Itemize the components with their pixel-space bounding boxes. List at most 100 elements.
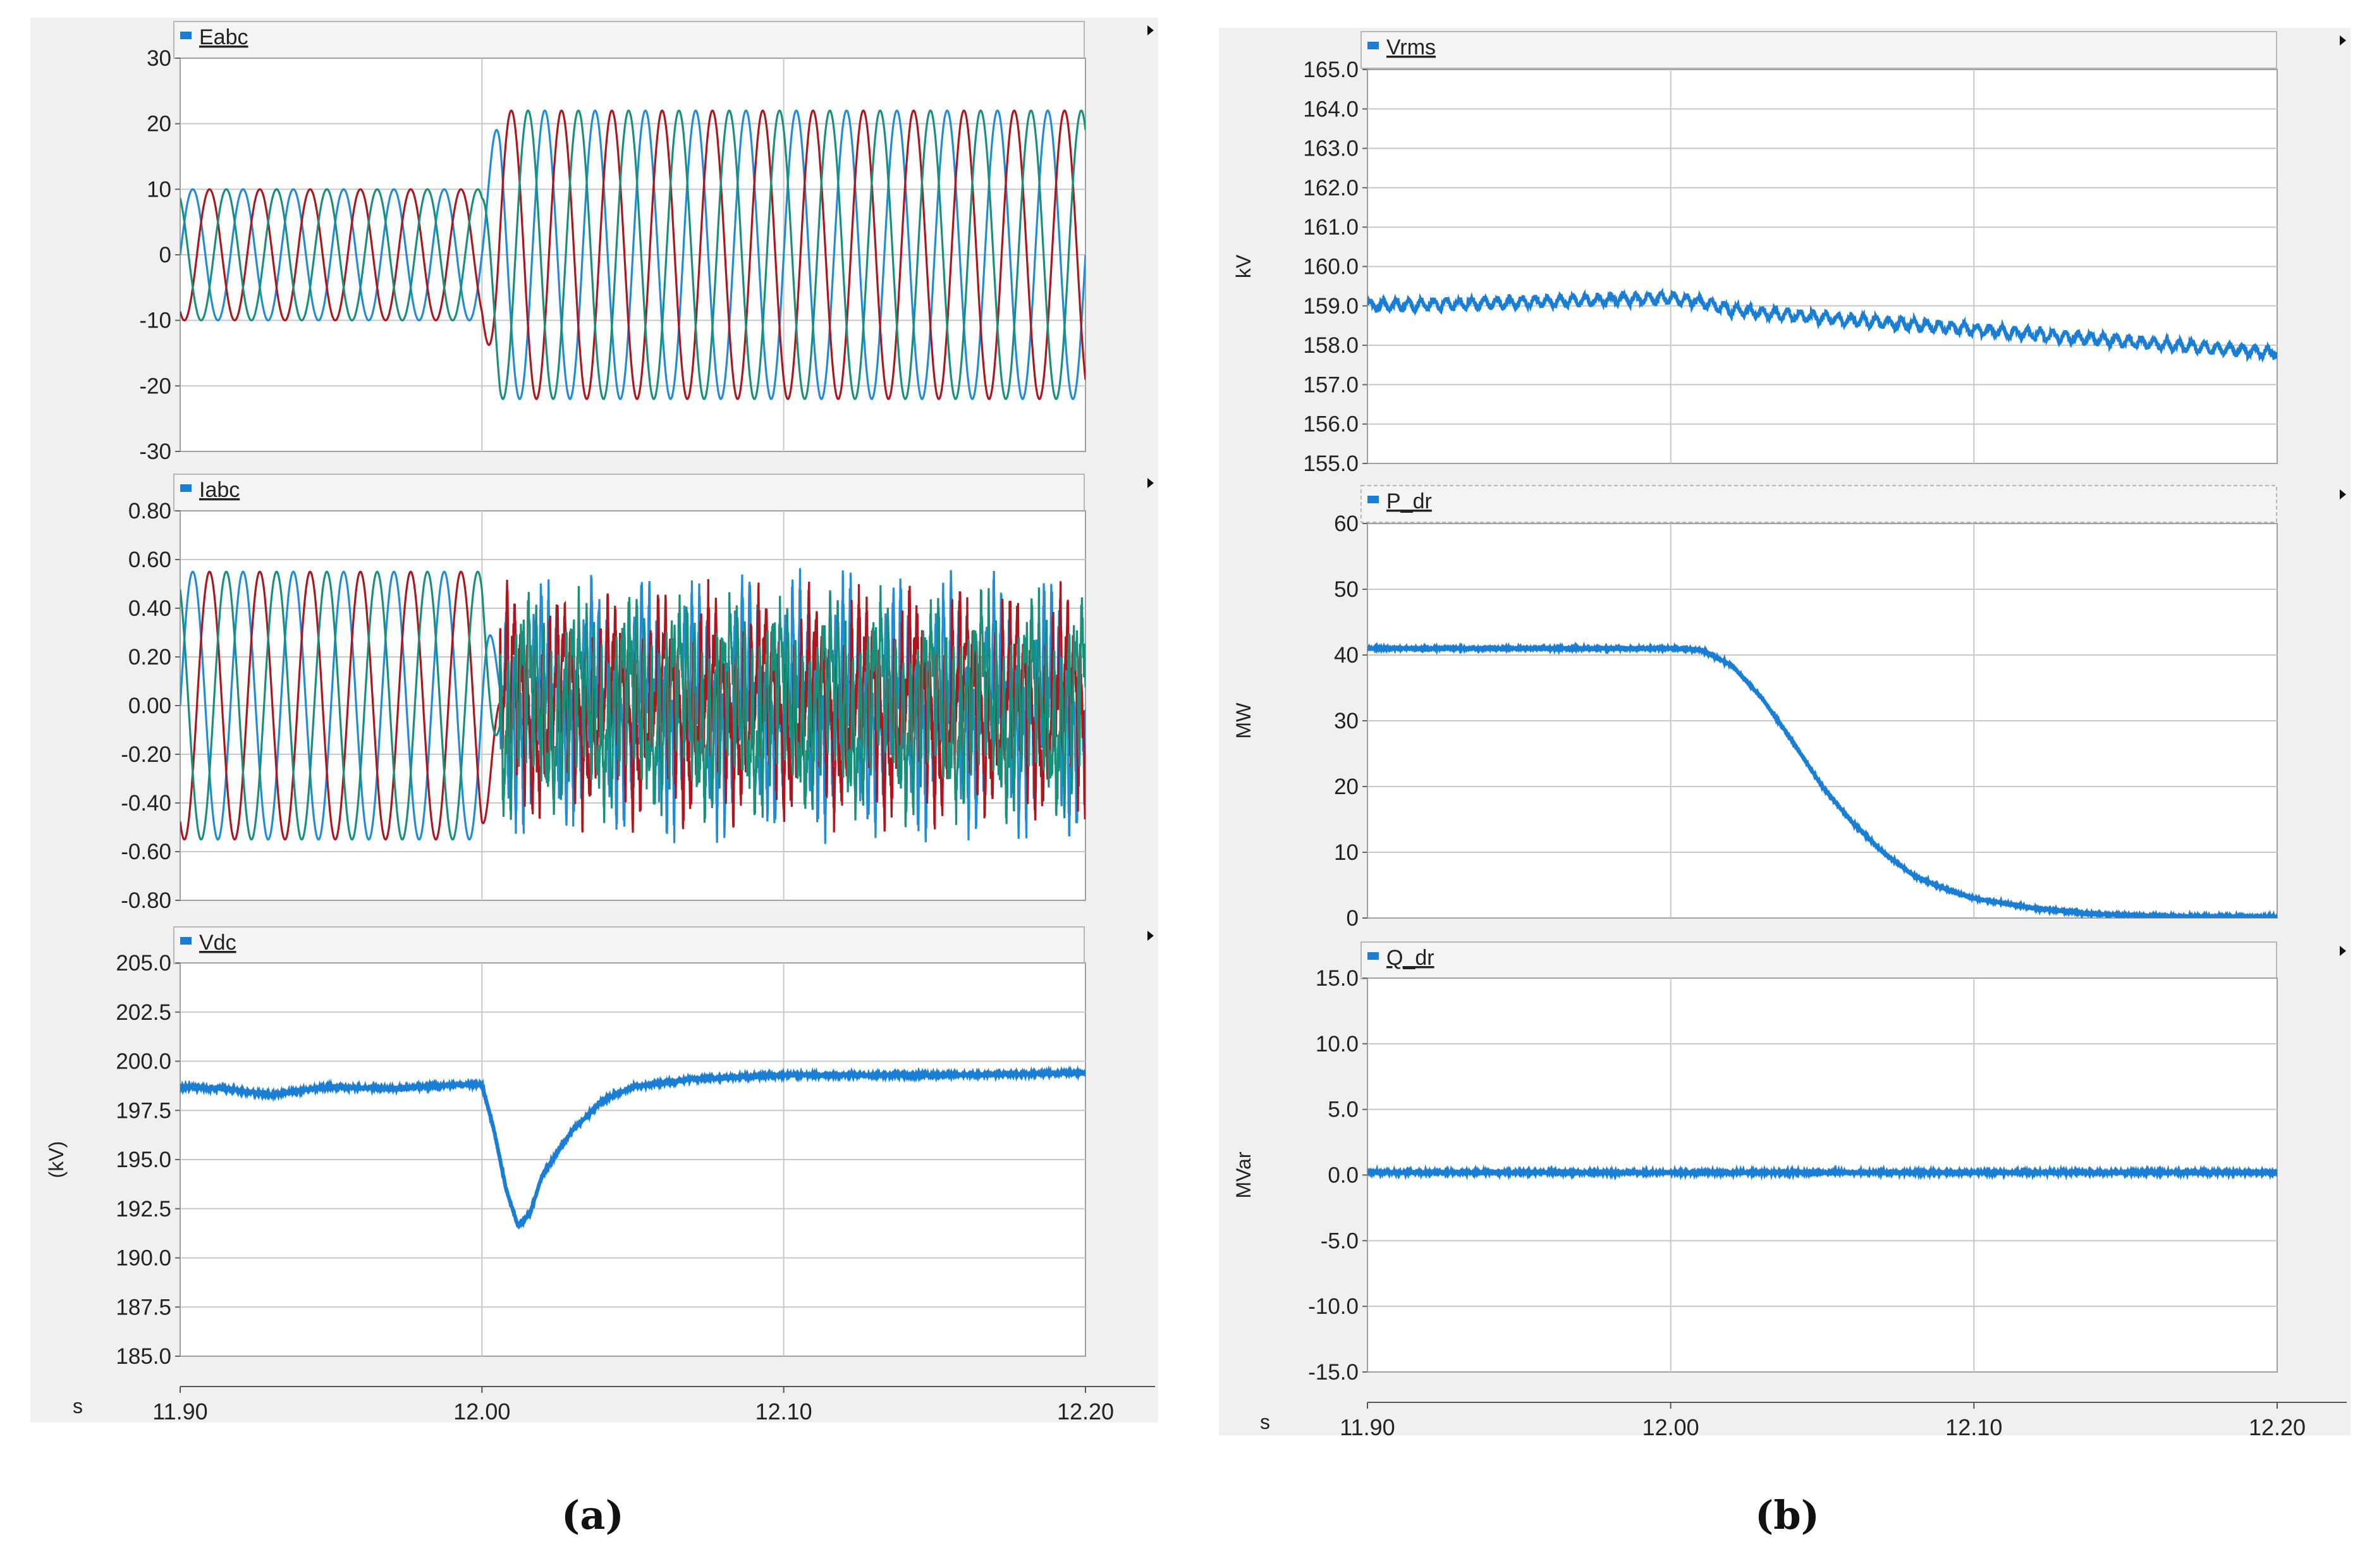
- legend-bar: [173, 926, 1085, 964]
- legend-swatch: [180, 937, 192, 945]
- y-tick-label: -5.0: [1321, 1228, 1359, 1253]
- y-axis-label: MVar: [1232, 1151, 1255, 1198]
- y-tick-label: -0.60: [121, 840, 171, 864]
- y-tick-label: 0: [159, 243, 171, 267]
- y-axis-label: (kV): [45, 1141, 68, 1179]
- y-tick-label: 10: [1334, 840, 1359, 865]
- y-tick-label: 157.0: [1303, 372, 1359, 397]
- y-tick-label: 205.0: [116, 951, 171, 976]
- y-tick-label: 187.5: [116, 1295, 171, 1320]
- y-tick-label: 60: [1334, 511, 1359, 536]
- y-tick-label: 164.0: [1303, 97, 1359, 121]
- y-tick-label: 30: [147, 46, 171, 71]
- chart-p_dr: P_dr 60 50 40 30 20 10 0 MW: [1232, 485, 2346, 931]
- y-tick-label: 5.0: [1328, 1098, 1359, 1122]
- y-tick-label: 159.0: [1303, 294, 1359, 319]
- phase-a-trace: [180, 109, 1085, 400]
- x-tick-label: 12.00: [1642, 1414, 1699, 1440]
- legend-label: Eabc: [199, 25, 248, 49]
- legend-swatch: [180, 484, 192, 492]
- x-tick-label: 12.10: [755, 1399, 812, 1424]
- y-tick-label: 197.5: [116, 1098, 171, 1123]
- y-tick-label: -0.80: [121, 888, 171, 913]
- legend-swatch: [1367, 952, 1379, 960]
- phase-c-trace: [180, 570, 1085, 841]
- chart-q_dr: Q_dr 15.0 10.0 5.0 0.0 -5.0 -10.0 -15.0 MVar 11.9…: [1232, 941, 2347, 1440]
- y-tick-label: 155.0: [1303, 451, 1359, 476]
- y-tick-label: 20: [1334, 775, 1359, 799]
- y-tick-label: 20: [147, 112, 171, 137]
- expand-arrow-icon: [2340, 35, 2346, 46]
- p_dr-trace: [1367, 641, 2277, 918]
- legend-swatch: [1367, 496, 1379, 503]
- y-tick-label: -15.0: [1308, 1360, 1359, 1385]
- legend-bar: [173, 474, 1085, 511]
- y-tick-label: 15.0: [1316, 966, 1359, 991]
- phase-c-trace: [180, 109, 1085, 400]
- legend-swatch: [180, 32, 192, 39]
- y-tick-label: 200.0: [116, 1050, 171, 1074]
- x-tick-label: 12.00: [453, 1399, 510, 1424]
- chart-vdc: Vdc 205.0 202.5 200.0 197.5 195.0 192.5 190.0 18…: [45, 926, 1155, 1424]
- x-axis-unit-label: s: [73, 1395, 83, 1418]
- legend-bar: [173, 21, 1085, 59]
- y-axis-label: MW: [1232, 702, 1255, 739]
- legend-label: P_dr: [1386, 489, 1432, 513]
- expand-arrow-icon: [2340, 946, 2346, 956]
- q_dr-trace: [1367, 1164, 2277, 1181]
- x-tick-label: 11.90: [152, 1399, 207, 1424]
- x-axis-unit-label: s: [1260, 1411, 1270, 1433]
- y-tick-label: 10.0: [1316, 1032, 1359, 1057]
- legend-swatch: [1367, 42, 1379, 49]
- y-tick-label: 195.0: [116, 1148, 171, 1172]
- y-tick-label: 165.0: [1303, 58, 1359, 82]
- y-tick-label: 0.20: [128, 645, 171, 670]
- legend-bar: [1360, 31, 2277, 69]
- y-tick-label: -0.40: [121, 791, 171, 816]
- y-tick-label: 0.0: [1328, 1163, 1359, 1188]
- vdc-trace: [180, 1065, 1085, 1230]
- y-tick-label: 10: [147, 177, 171, 202]
- figure-label-b: (b): [1755, 1492, 1820, 1538]
- legend-bar: [1360, 485, 2277, 523]
- y-tick-label: 0.80: [128, 499, 171, 524]
- y-tick-label: 0.40: [128, 596, 171, 621]
- x-tick-label: 12.20: [2249, 1414, 2306, 1440]
- phase-b-trace: [180, 570, 1085, 841]
- y-tick-label: 161.0: [1303, 215, 1359, 240]
- y-tick-label: 158.0: [1303, 333, 1359, 358]
- legend-label: Iabc: [199, 478, 240, 502]
- figure-label-a: (a): [561, 1492, 624, 1538]
- legend-bar: [1360, 941, 2277, 979]
- expand-arrow-icon: [1147, 478, 1154, 488]
- y-tick-label: 50: [1334, 577, 1359, 602]
- x-tick-label: 11.90: [1340, 1414, 1395, 1440]
- expand-arrow-icon: [1147, 25, 1154, 35]
- y-tick-label: 163.0: [1303, 137, 1359, 161]
- phase-b-trace: [180, 109, 1085, 400]
- legend-label: Vdc: [199, 931, 236, 955]
- y-tick-label: -0.20: [121, 742, 171, 767]
- expand-arrow-icon: [2340, 489, 2346, 499]
- y-tick-label: -20: [139, 374, 171, 398]
- y-tick-label: -30: [139, 439, 171, 464]
- chart-vrms: Vrms 165.0 164.0 163.0 162.0 161.0 160.0 159.0 1…: [1232, 31, 2346, 476]
- legend-label: Q_dr: [1386, 946, 1434, 970]
- y-tick-label: 192.5: [116, 1197, 171, 1222]
- y-tick-label: 156.0: [1303, 412, 1359, 437]
- expand-arrow-icon: [1147, 931, 1154, 941]
- y-tick-label: 0: [1347, 906, 1359, 931]
- y-tick-label: 0.60: [128, 548, 171, 572]
- legend-label: Vrms: [1386, 35, 1436, 59]
- y-tick-label: 190.0: [116, 1246, 171, 1271]
- y-tick-label: 160.0: [1303, 255, 1359, 279]
- y-tick-label: -10: [139, 309, 171, 333]
- x-tick-label: 12.20: [1057, 1399, 1114, 1424]
- y-tick-label: -10.0: [1308, 1294, 1359, 1319]
- vrms-trace: [1367, 287, 2277, 363]
- chart-eabc: Eabc 30 20 10 0 -10 -20 -30: [139, 21, 1154, 464]
- chart-iabc: Iabc 0.80 0.60 0.40 0.20 0.00 -0.20 -0.40 -0.60 -…: [121, 474, 1154, 913]
- y-tick-label: 202.5: [116, 1000, 171, 1025]
- x-tick-label: 12.10: [1945, 1414, 2002, 1440]
